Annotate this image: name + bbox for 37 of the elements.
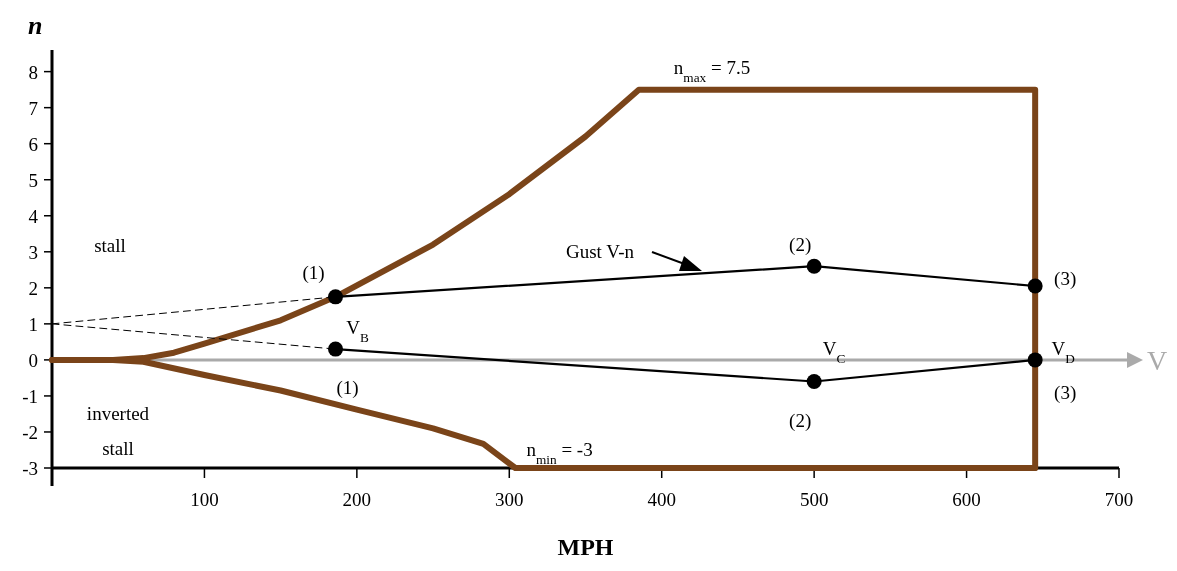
ref-line-label: V [1147,344,1168,376]
y-tick-label: 7 [28,97,38,119]
annotation: V$_{B}$ [346,316,369,345]
annotation: Gust V-n [565,241,635,262]
y-tick-label: 2 [28,277,38,299]
annotation: inverted [86,403,150,424]
annotation: V$_{D}$ [1051,337,1076,366]
x-tick-label: 200 [342,489,372,510]
annotation: n$_{max}$ = 7.5 [673,56,751,85]
x-tick-label: 500 [799,489,829,510]
x-tick-label: 100 [190,489,219,510]
y-tick-label: -2 [22,421,38,443]
x-axis-title: MPH [557,534,614,560]
y-tick-label: -3 [22,458,38,479]
y-tick-label: 8 [28,61,38,83]
annotation: (1) [336,377,359,400]
y-tick-label: 4 [28,205,39,227]
y-axis-title: n [28,11,43,40]
x-tick-label: 700 [1104,489,1134,510]
x-tick-label: 400 [647,489,676,510]
x-tick-label: 600 [952,489,981,510]
y-tick-label: 1 [28,313,38,335]
y-tick-label: 6 [28,133,38,155]
y-tick-label: -1 [22,385,38,407]
y-tick-label: 5 [28,169,38,191]
annotation: (1) [302,261,325,284]
annotation: (3) [1054,381,1077,404]
annotation: (2) [789,409,812,432]
annotation: n$_{min}$ = -3 [526,439,593,467]
y-tick-label: 3 [28,241,38,263]
y-tick-label: 0 [28,349,38,371]
annotation: V$_{C}$ [822,337,846,366]
annotation: (3) [1054,268,1077,291]
annotation: stall [102,438,134,459]
annotation: stall [94,235,126,256]
x-tick-label: 300 [495,489,524,510]
annotation: (2) [789,234,812,257]
